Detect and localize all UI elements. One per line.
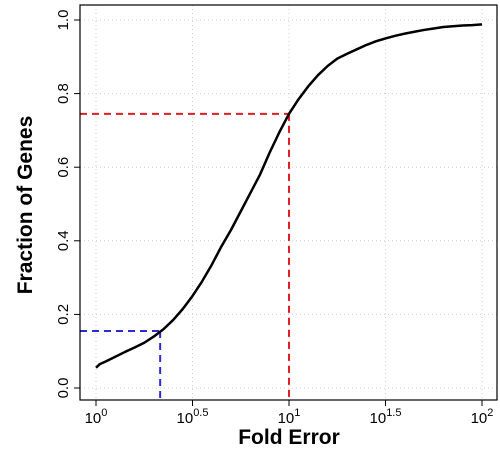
y-tick-label-3: 0.6 [55, 157, 72, 178]
x-tick-label-2: 101 [278, 407, 301, 427]
x-axis-title: Fold Error [238, 426, 340, 449]
x-tick-label-0: 100 [85, 407, 108, 427]
x-tick-label-4: 102 [471, 407, 494, 427]
y-tick-label-0: 0.0 [55, 378, 72, 399]
x-tick-label-1: 100.5 [177, 407, 209, 427]
series-line-0 [95, 23, 483, 369]
y-tick-label-2: 0.4 [55, 230, 72, 251]
y-tick-label-5: 1.0 [55, 10, 72, 31]
y-tick-label-1: 0.2 [55, 304, 72, 325]
y-tick-label-4: 0.8 [55, 83, 72, 104]
series-layer [95, 23, 483, 369]
reference-lines [80, 112, 290, 400]
y-axis-title: Fraction of Genes [14, 116, 37, 295]
axes: 100 100.5 101 101.5 102 0.0 0.2 0.4 0.6 0.8 1.0 [55, 4, 498, 427]
x-tick-label-3: 101.5 [370, 407, 402, 427]
